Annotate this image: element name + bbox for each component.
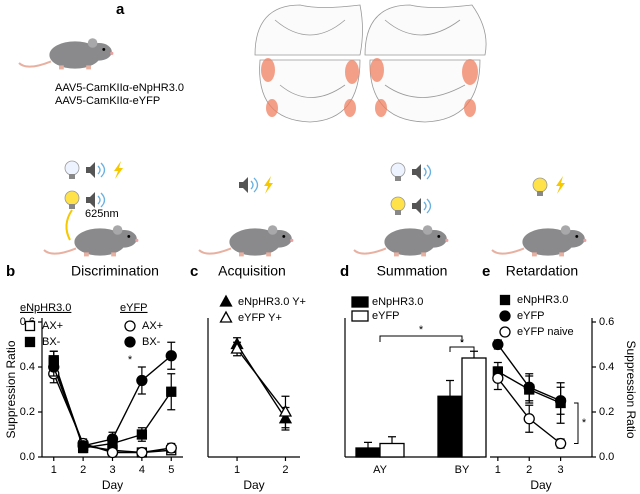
legend-label: eYFP	[372, 310, 400, 322]
x-tick-label: 5	[168, 464, 174, 476]
marker	[77, 440, 89, 452]
y-tick-label: 0.2	[599, 406, 614, 418]
marker	[136, 429, 148, 440]
y-tick-label: 0.4	[20, 361, 35, 373]
x-tick-label: 2	[526, 464, 532, 476]
x-tick-label: 1	[495, 464, 501, 476]
marker	[492, 372, 504, 384]
y-tick-label: 0.2	[20, 406, 35, 418]
marker	[492, 338, 504, 351]
y-tick-label: 0.0	[599, 451, 614, 463]
x-tick-label: 3	[109, 464, 115, 476]
x-axis-label: Day	[530, 478, 551, 492]
construct-label: AAV5-CamKIIα-eYFP	[55, 95, 160, 107]
panel-letter: c	[190, 263, 198, 280]
marker	[523, 381, 535, 393]
panel-title: Summation	[377, 263, 448, 279]
legend-group-title: eNpHR3.0	[20, 302, 71, 314]
annotation: *	[460, 337, 465, 349]
annotation: *	[419, 324, 424, 336]
legend-swatch	[351, 310, 369, 322]
legend-label: AX+	[142, 320, 163, 332]
error-bar	[364, 441, 372, 448]
significance-bracket	[379, 335, 475, 352]
marker	[136, 374, 148, 387]
bar	[355, 447, 381, 458]
legend-swatch	[351, 296, 369, 308]
panel-letter: b	[6, 263, 15, 280]
marker	[278, 404, 293, 417]
legend-label: eYFP	[517, 310, 545, 322]
legend-marker	[24, 336, 36, 348]
rat-icon	[17, 37, 115, 71]
y-axis-label: Suppression Ratio	[4, 340, 18, 438]
marker	[523, 413, 535, 425]
error-bar	[470, 350, 478, 358]
marker	[554, 437, 567, 450]
series-line	[236, 348, 287, 413]
panel-title: Acquisition	[218, 263, 286, 279]
panel-letter: d	[340, 263, 349, 280]
x-tick-label: 2	[282, 464, 288, 476]
legend-marker	[124, 336, 136, 348]
significance-bracket	[574, 402, 579, 444]
y-tick-label: 0.4	[599, 361, 614, 373]
marker	[165, 442, 177, 454]
legend-label: eYFP Y+	[238, 312, 282, 324]
wavelength-label: 625nm	[85, 208, 119, 220]
panel-title: Discrimination	[71, 263, 159, 279]
construct-label: AAV5-CamKIIα-eNpHR3.0	[55, 82, 184, 94]
marker	[166, 386, 177, 397]
x-tick-label: 1	[234, 464, 240, 476]
protocol-icons: 625nm	[42, 160, 588, 258]
legend-marker	[24, 320, 36, 332]
legend-label: eNpHR3.0 Y+	[238, 296, 306, 308]
x-tick-label: BY	[455, 464, 470, 476]
marker	[106, 446, 119, 459]
panel-letter: a	[116, 1, 125, 18]
x-tick-label: 1	[51, 464, 57, 476]
legend-marker	[219, 310, 233, 323]
bar	[437, 395, 463, 458]
x-tick-label: 2	[80, 464, 86, 476]
legend-marker	[219, 294, 233, 307]
legend-label: AX+	[42, 320, 63, 332]
legend-label: eNpHR3.0	[517, 294, 568, 306]
y-tick-label: 0.6	[599, 316, 614, 328]
error-bar	[388, 436, 396, 444]
bar	[379, 442, 405, 458]
x-tick-label: 3	[558, 464, 564, 476]
marker	[230, 341, 244, 354]
bar	[461, 357, 487, 458]
brain-sections	[254, 4, 487, 123]
legend-marker	[499, 326, 511, 338]
legend-marker	[499, 294, 511, 306]
panel-title: Retardation	[506, 263, 578, 279]
marker	[554, 395, 567, 407]
annotation: *	[128, 354, 133, 366]
marker	[136, 446, 148, 459]
marker	[165, 350, 177, 362]
annotation: *	[582, 417, 587, 429]
legend-marker	[499, 310, 511, 322]
marker	[48, 361, 60, 373]
legend-label: BX-	[142, 336, 161, 348]
y-axis-label: Suppression Ratio	[624, 340, 638, 438]
y-tick-label: 0.0	[20, 451, 35, 463]
legend-group-title: eYFP	[120, 302, 148, 314]
panel-letter: e	[482, 263, 490, 280]
legend-label: BX-	[42, 336, 61, 348]
x-axis-label: Day	[102, 478, 123, 492]
x-axis-label: Day	[243, 478, 264, 492]
x-tick-label: 4	[139, 464, 145, 476]
legend-marker	[124, 320, 136, 332]
legend-label: eNpHR3.0	[372, 296, 423, 308]
panel-a: a AAV5-CamKIIα-eNpHR3.0 AAV5-CamKIIα-eYF…	[17, 1, 487, 123]
error-bar	[446, 379, 454, 397]
x-tick-label: AY	[373, 464, 388, 476]
marker	[106, 433, 119, 445]
legend-label: eYFP naive	[517, 326, 574, 338]
